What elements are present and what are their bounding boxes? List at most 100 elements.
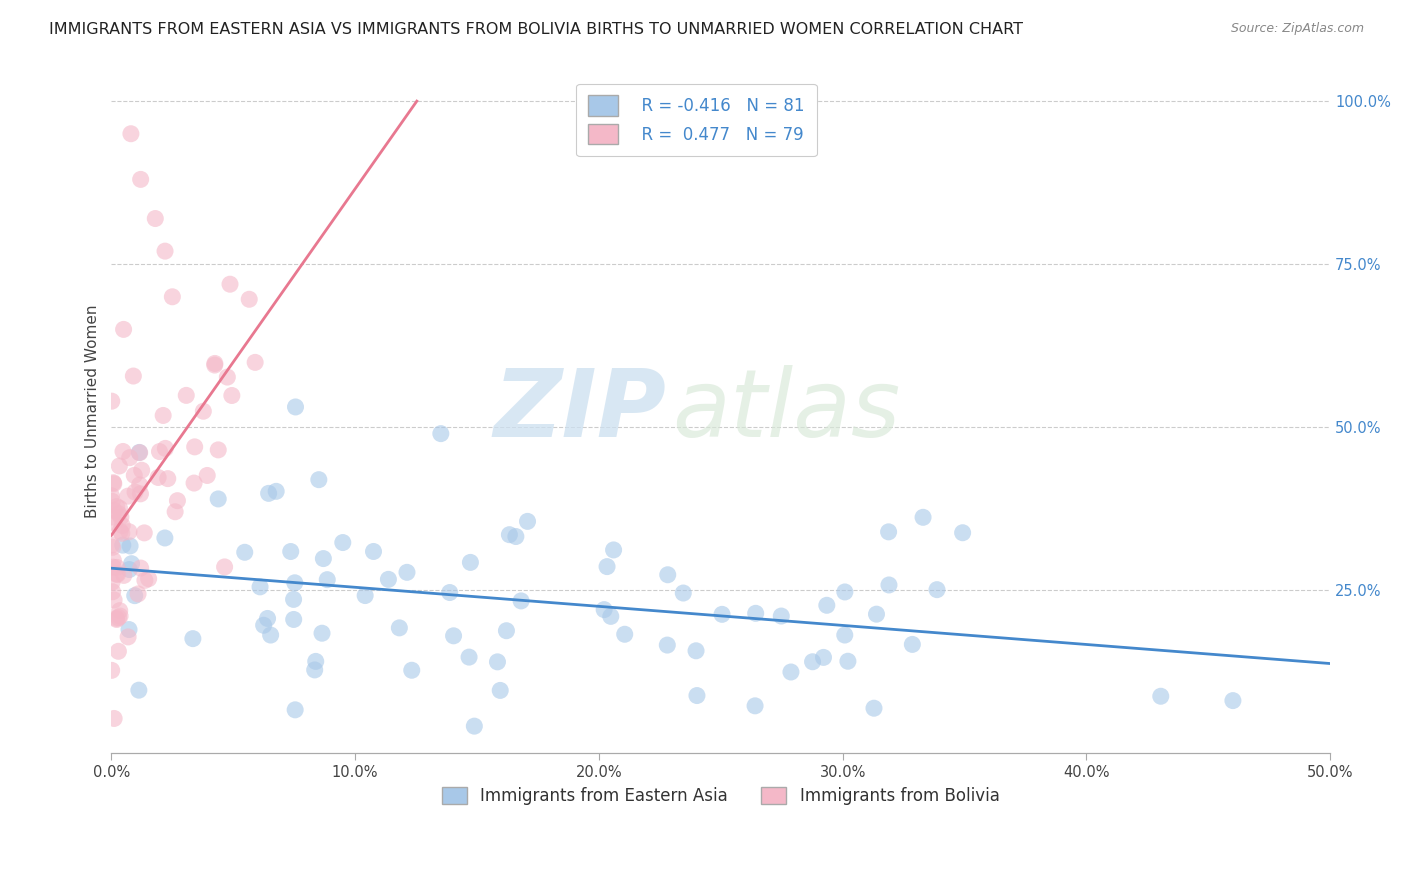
Point [108, 604, 131, 618]
Point [259, 628, 281, 642]
Point [101, 494, 124, 508]
Point [672, 586, 695, 600]
Point [129, 172, 152, 186]
Point [111, 538, 134, 552]
Point [153, 244, 176, 259]
Point [460, 555, 482, 569]
Point [1222, 693, 1244, 707]
Point [238, 293, 260, 307]
Point [148, 444, 170, 458]
Point [596, 559, 619, 574]
Legend: Immigrants from Eastern Asia, Immigrants from Bolivia: Immigrants from Eastern Asia, Immigrants… [433, 779, 1008, 814]
Point [214, 560, 236, 574]
Point [131, 463, 153, 477]
Point [863, 701, 886, 715]
Point [221, 388, 243, 402]
Point [120, 127, 142, 141]
Point [166, 493, 188, 508]
Point [257, 486, 280, 500]
Point [104, 516, 127, 530]
Point [204, 356, 226, 370]
Point [117, 489, 139, 503]
Point [183, 440, 205, 454]
Point [952, 525, 974, 540]
Point [100, 489, 122, 503]
Point [152, 409, 174, 423]
Point [770, 609, 793, 624]
Point [134, 525, 156, 540]
Point [834, 628, 856, 642]
Point [354, 589, 377, 603]
Point [602, 543, 624, 558]
Point [207, 491, 229, 506]
Text: ZIP: ZIP [494, 365, 666, 457]
Point [103, 475, 125, 490]
Point [181, 632, 204, 646]
Point [256, 611, 278, 625]
Point [101, 541, 124, 555]
Point [401, 663, 423, 677]
Point [117, 630, 139, 644]
Point [780, 665, 803, 679]
Point [127, 587, 149, 601]
Point [377, 572, 399, 586]
Point [165, 505, 187, 519]
Point [108, 609, 131, 624]
Point [744, 698, 766, 713]
Point [813, 650, 835, 665]
Point [593, 602, 616, 616]
Point [253, 618, 276, 632]
Point [155, 442, 177, 456]
Point [312, 551, 335, 566]
Point [103, 553, 125, 567]
Point [264, 484, 287, 499]
Point [124, 589, 146, 603]
Point [332, 535, 354, 549]
Point [118, 524, 141, 539]
Y-axis label: Births to Unmarried Women: Births to Unmarried Women [86, 304, 100, 517]
Point [284, 400, 307, 414]
Point [108, 458, 131, 473]
Point [283, 592, 305, 607]
Point [162, 290, 184, 304]
Point [100, 538, 122, 552]
Point [599, 609, 621, 624]
Point [111, 526, 134, 541]
Point [112, 568, 135, 582]
Point [118, 623, 141, 637]
Point [443, 629, 465, 643]
Point [837, 654, 859, 668]
Point [128, 683, 150, 698]
Point [284, 703, 307, 717]
Point [156, 472, 179, 486]
Point [801, 655, 824, 669]
Point [308, 473, 330, 487]
Point [912, 510, 935, 524]
Point [1150, 690, 1173, 704]
Point [124, 468, 146, 483]
Point [395, 566, 418, 580]
Point [815, 599, 838, 613]
Point [243, 355, 266, 369]
Point [128, 445, 150, 459]
Point [143, 211, 166, 226]
Point [505, 529, 527, 543]
Point [498, 527, 520, 541]
Point [101, 584, 124, 599]
Point [458, 650, 481, 665]
Point [138, 572, 160, 586]
Point [108, 524, 131, 538]
Point [101, 575, 124, 590]
Point [834, 585, 856, 599]
Point [121, 557, 143, 571]
Point [105, 560, 128, 574]
Point [305, 654, 328, 668]
Point [103, 711, 125, 725]
Point [195, 468, 218, 483]
Point [112, 322, 135, 336]
Text: Source: ZipAtlas.com: Source: ZipAtlas.com [1230, 22, 1364, 36]
Point [657, 567, 679, 582]
Point [204, 358, 226, 372]
Point [107, 567, 129, 582]
Point [105, 612, 128, 626]
